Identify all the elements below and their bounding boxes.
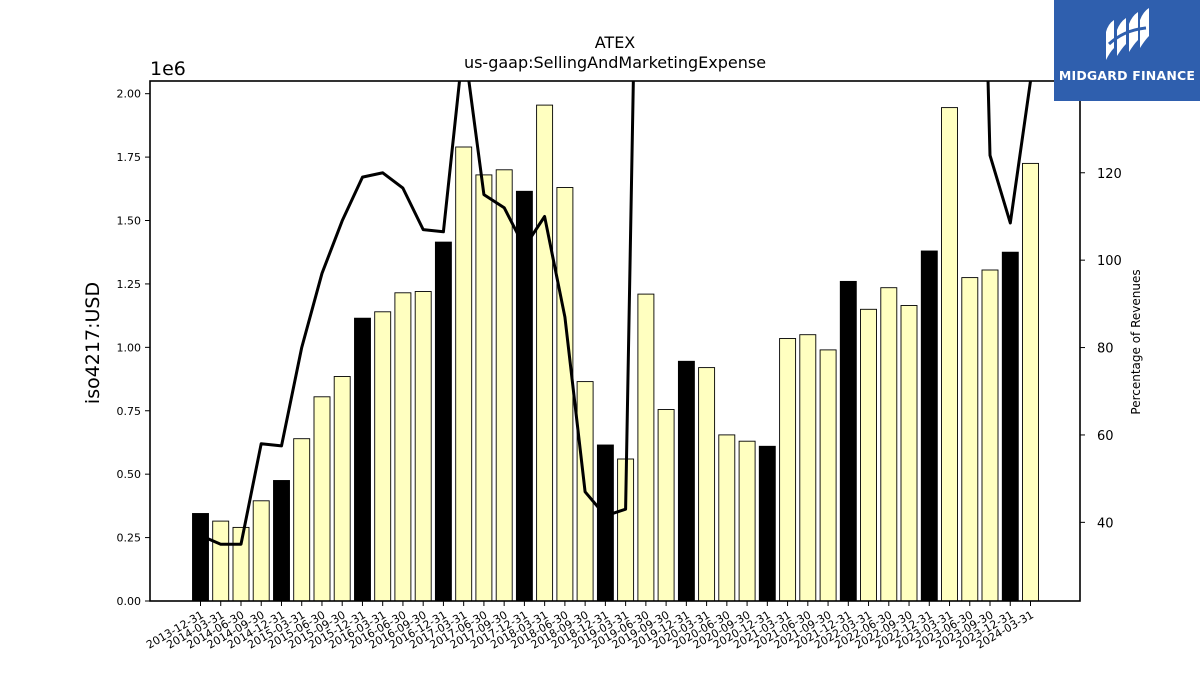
y2-tick-label: 40: [1097, 516, 1114, 531]
y-tick-label: 1.00: [117, 341, 142, 354]
y-axis-label: iso4217:USD: [82, 282, 104, 404]
chart-title: ATEX: [595, 33, 636, 52]
y-tick-label: 0.25: [117, 532, 142, 545]
y2-tick-label: 100: [1097, 254, 1122, 269]
bar-2021-12-31: [839, 280, 857, 602]
bar-2023-06-30: [961, 277, 979, 602]
bar-2015-06-30: [313, 396, 331, 602]
plot-frame: [149, 80, 1081, 602]
bar-2021-06-30: [799, 334, 817, 602]
bar-2016-03-31: [374, 311, 392, 602]
y-tick-label: 0.00: [117, 595, 142, 608]
y-multiplier-label: 1e6: [150, 58, 186, 80]
bar-2015-09-30: [333, 376, 351, 602]
bar-2017-03-31: [455, 146, 473, 602]
bar-2016-09-30: [414, 291, 432, 602]
bar-2023-12-31: [1001, 251, 1019, 602]
bar-2020-03-31: [698, 367, 716, 602]
bar-2019-06-30: [637, 293, 655, 602]
bar-2017-12-31: [515, 190, 533, 602]
bar-2023-03-31: [941, 107, 958, 602]
midgard-finance-logo: MIDGARD FINANCE: [1054, 0, 1200, 101]
bar-2023-09-30: [981, 269, 999, 602]
y-tick-label: 1.25: [117, 278, 142, 291]
bar-2021-09-30: [819, 349, 837, 602]
bar-2015-03-31: [293, 438, 311, 602]
y-tick-label: 0.75: [117, 405, 142, 418]
y-tick-label: 0.50: [117, 468, 142, 481]
chart-subtitle: us-gaap:SellingAndMarketingExpense: [464, 53, 766, 72]
bar-2022-09-30: [900, 305, 918, 602]
bar-2022-06-30: [880, 287, 898, 602]
bar-2017-09-30: [495, 169, 513, 602]
bar-2022-03-31: [860, 308, 877, 602]
bar-2013-12-31: [192, 513, 209, 602]
bar-2024-03-31: [1022, 162, 1039, 602]
bar-2016-06-30: [394, 292, 412, 602]
bar-2020-09-30: [738, 440, 756, 602]
bar-2021-03-31: [779, 338, 797, 602]
bar-2020-12-31: [758, 445, 776, 602]
bar-2018-03-31: [536, 104, 554, 602]
y2-tick-label: 120: [1097, 167, 1122, 182]
bar-2015-12-31: [354, 317, 371, 602]
bar-2014-03-31: [212, 520, 230, 602]
bar-2022-12-31: [920, 250, 938, 602]
y-tick-label: 1.75: [117, 151, 142, 164]
bar-2019-09-30: [657, 409, 675, 602]
y-tick-label: 1.50: [117, 215, 142, 228]
bar-2019-12-31: [677, 360, 695, 602]
y2-axis-label: Percentage of Revenues: [1129, 269, 1143, 414]
bar-2014-09-30: [252, 500, 270, 602]
percentage-line: [199, 81, 1032, 546]
bar-2018-12-31: [596, 444, 614, 602]
y2-tick-label: 60: [1097, 429, 1114, 444]
bar-2018-06-30: [556, 187, 574, 602]
bar-2020-06-30: [718, 434, 736, 602]
bar-2016-12-31: [434, 241, 452, 602]
y2-tick-label: 80: [1097, 342, 1114, 357]
bar-2014-12-31: [273, 480, 290, 602]
y-tick-label: 2.00: [117, 88, 142, 101]
midgard-logo-icon: [1106, 8, 1149, 60]
logo-text: MIDGARD FINANCE: [1058, 68, 1196, 83]
bar-2017-06-30: [475, 174, 493, 602]
